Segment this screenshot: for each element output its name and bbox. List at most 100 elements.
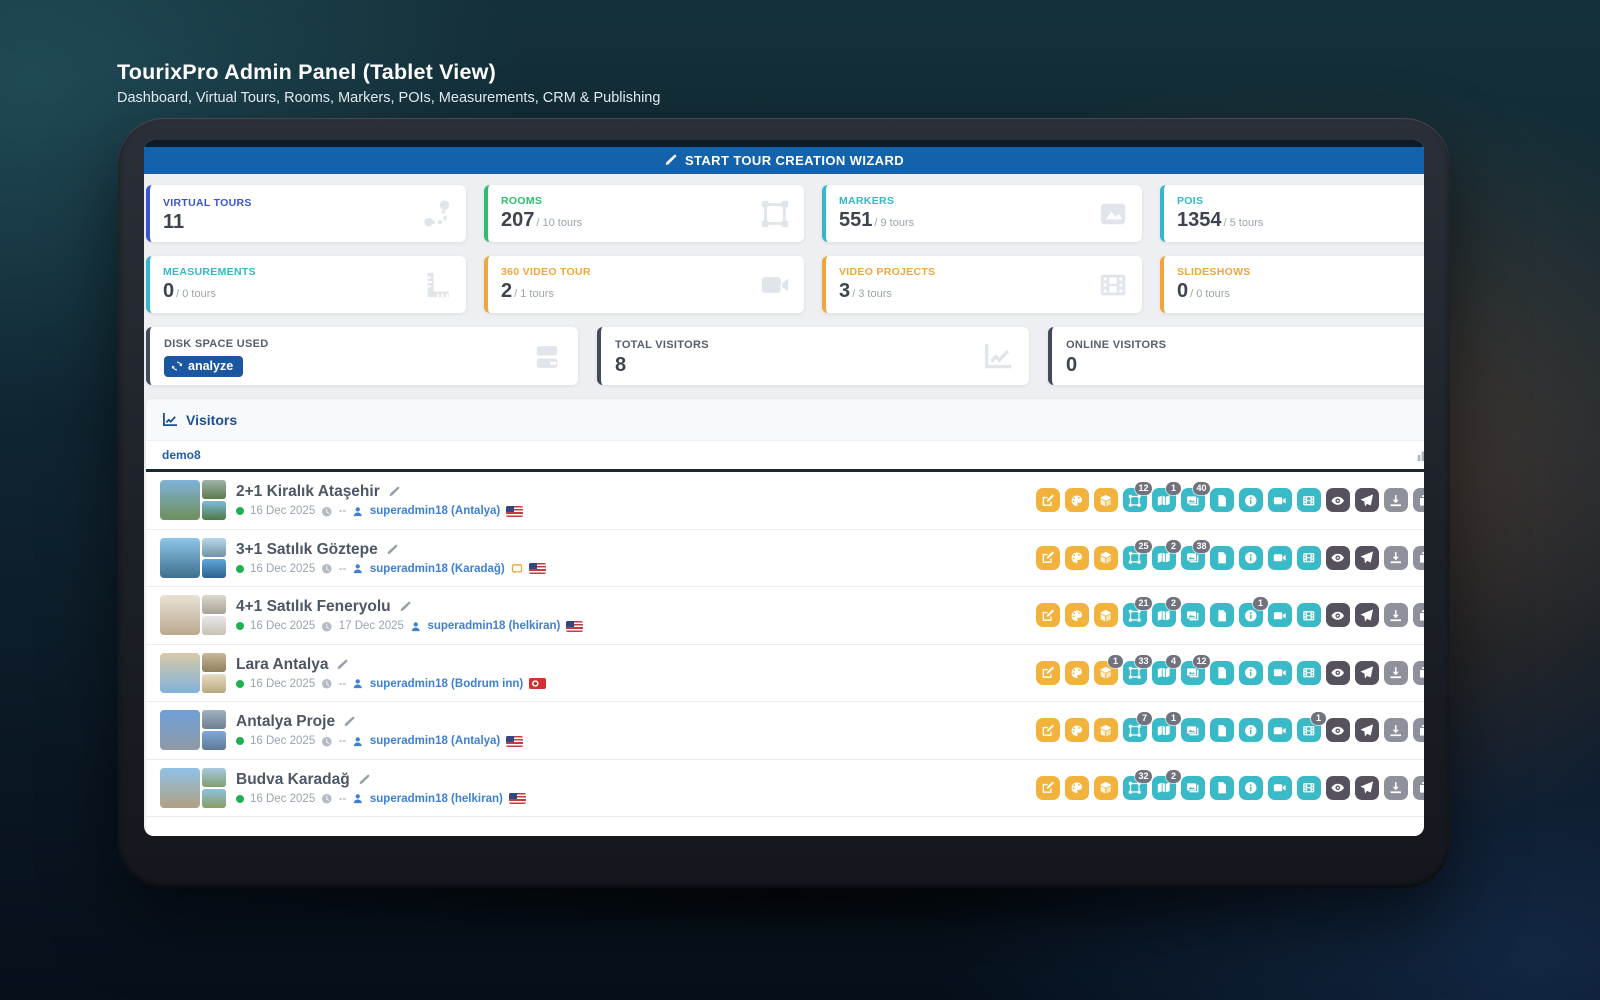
info-button[interactable] [1239,718,1263,743]
tour-owner-link[interactable]: superadmin18 (Antalya) [369,505,501,518]
tour-thumbnail[interactable] [160,595,226,636]
tour-thumbnail[interactable] [160,652,226,693]
info-button[interactable] [1239,775,1263,800]
design-button[interactable] [1065,488,1089,513]
publish-button[interactable] [1355,603,1379,628]
duplicate-button[interactable] [1413,545,1424,570]
preview-button[interactable] [1326,488,1350,513]
tour-owner-link[interactable]: superadmin18 (Karadağ) [369,562,505,575]
rename-tour-icon[interactable] [386,544,398,556]
map-button[interactable]: 1 [1152,482,1181,513]
edit-button[interactable] [1036,603,1060,628]
tour-thumbnail[interactable] [160,710,226,751]
tenant-link[interactable]: demo8 [162,448,201,462]
film-button[interactable] [1297,660,1321,685]
rooms-button[interactable]: 33 [1123,654,1152,685]
publish-button[interactable] [1355,775,1379,800]
info-button[interactable]: 1 [1239,597,1268,628]
start-tour-wizard-button[interactable]: START TOUR CREATION WIZARD [144,147,1424,174]
map-button[interactable]: 2 [1152,597,1181,628]
video-button[interactable] [1268,545,1292,570]
rename-tour-icon[interactable] [358,774,370,786]
duplicate-button[interactable] [1413,660,1424,685]
file-button[interactable] [1210,603,1234,628]
info-button[interactable] [1239,660,1263,685]
tour-owner-link[interactable]: superadmin18 (helkiran) [427,620,561,633]
edit-button[interactable] [1036,775,1060,800]
file-button[interactable] [1210,660,1234,685]
design-button[interactable] [1065,545,1089,570]
film-button[interactable]: 1 [1297,712,1326,743]
publish-button[interactable] [1355,718,1379,743]
tour-owner-link[interactable]: superadmin18 (helkiran) [369,792,503,805]
cube-360-button[interactable]: 1 [1094,654,1123,685]
gallery-button[interactable]: 40 [1181,482,1210,513]
preview-button[interactable] [1326,603,1350,628]
video-button[interactable] [1268,603,1292,628]
design-button[interactable] [1065,775,1089,800]
design-button[interactable] [1065,660,1089,685]
preview-button[interactable] [1326,545,1350,570]
file-button[interactable] [1210,488,1234,513]
edit-button[interactable] [1036,718,1060,743]
gallery-button[interactable] [1181,718,1205,743]
publish-button[interactable] [1355,488,1379,513]
download-button[interactable] [1384,545,1408,570]
tour-thumbnail[interactable] [160,480,226,521]
design-button[interactable] [1065,718,1089,743]
edit-button[interactable] [1036,488,1060,513]
map-button[interactable]: 2 [1152,769,1181,800]
film-button[interactable] [1297,488,1321,513]
edit-button[interactable] [1036,660,1060,685]
gallery-button[interactable] [1181,775,1205,800]
duplicate-button[interactable] [1413,488,1424,513]
rooms-button[interactable]: 21 [1123,597,1152,628]
video-button[interactable] [1268,775,1292,800]
cube-360-button[interactable] [1094,603,1118,628]
video-button[interactable] [1268,660,1292,685]
tour-owner-link[interactable]: superadmin18 (Antalya) [369,735,501,748]
preview-button[interactable] [1326,718,1350,743]
tour-thumbnail[interactable] [160,767,226,808]
rooms-button[interactable]: 32 [1123,769,1152,800]
rename-tour-icon[interactable] [388,486,400,498]
tour-owner-link[interactable]: superadmin18 (Bodrum inn) [369,677,524,690]
map-button[interactable]: 1 [1152,712,1181,743]
rooms-button[interactable]: 12 [1123,482,1152,513]
info-button[interactable] [1239,545,1263,570]
info-button[interactable] [1239,488,1263,513]
download-button[interactable] [1384,718,1408,743]
file-button[interactable] [1210,718,1234,743]
film-button[interactable] [1297,545,1321,570]
map-button[interactable]: 2 [1152,539,1181,570]
rename-tour-icon[interactable] [343,716,355,728]
duplicate-button[interactable] [1413,603,1424,628]
rooms-button[interactable]: 25 [1123,539,1152,570]
film-button[interactable] [1297,775,1321,800]
download-button[interactable] [1384,488,1408,513]
rename-tour-icon[interactable] [336,659,348,671]
video-button[interactable] [1268,488,1292,513]
cube-360-button[interactable] [1094,775,1118,800]
duplicate-button[interactable] [1413,775,1424,800]
download-button[interactable] [1384,603,1408,628]
preview-button[interactable] [1326,660,1350,685]
gallery-button[interactable]: 38 [1181,539,1210,570]
cube-360-button[interactable] [1094,545,1118,570]
publish-button[interactable] [1355,660,1379,685]
analyze-button[interactable]: analyze [164,355,244,377]
file-button[interactable] [1210,545,1234,570]
rooms-button[interactable]: 7 [1123,712,1152,743]
gallery-button[interactable]: 12 [1181,654,1210,685]
preview-button[interactable] [1326,775,1350,800]
design-button[interactable] [1065,603,1089,628]
file-button[interactable] [1210,775,1234,800]
download-button[interactable] [1384,660,1408,685]
edit-button[interactable] [1036,545,1060,570]
rename-tour-icon[interactable] [399,601,411,613]
duplicate-button[interactable] [1413,718,1424,743]
publish-button[interactable] [1355,545,1379,570]
film-button[interactable] [1297,603,1321,628]
map-button[interactable]: 4 [1152,654,1181,685]
tour-thumbnail[interactable] [160,537,226,578]
